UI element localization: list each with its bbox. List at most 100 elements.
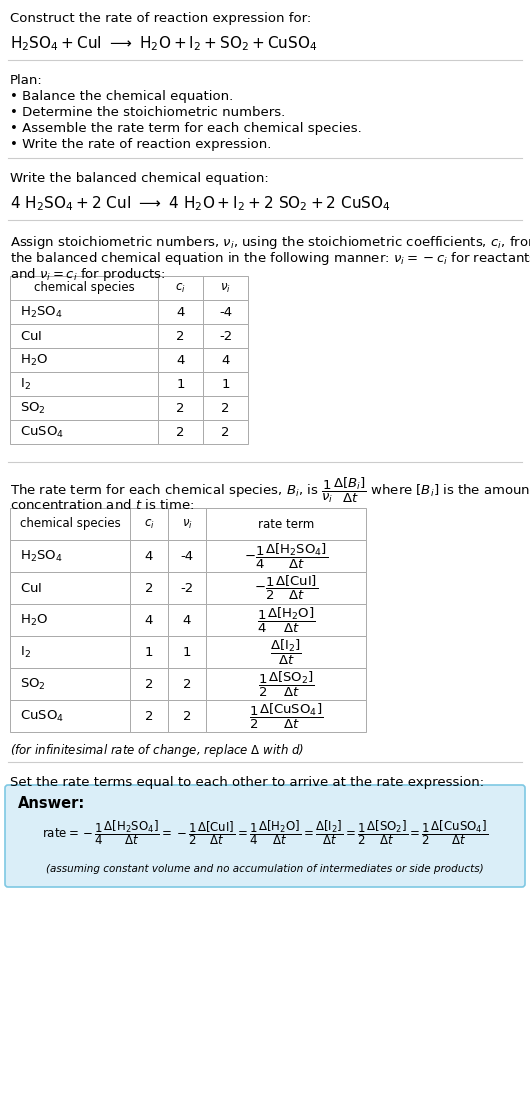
Bar: [168, 604, 206, 636]
Bar: [206, 540, 366, 572]
FancyBboxPatch shape: [5, 785, 525, 887]
Text: $\dfrac{1}{4}\dfrac{\Delta[\mathrm{H_2O}]}{\Delta t}$: $\dfrac{1}{4}\dfrac{\Delta[\mathrm{H_2O}…: [257, 605, 315, 635]
Text: $\mathrm{H_2O}$: $\mathrm{H_2O}$: [20, 613, 48, 627]
Text: (for infinitesimal rate of change, replace $\Delta$ with $d$): (for infinitesimal rate of change, repla…: [10, 742, 304, 759]
Text: -2: -2: [180, 582, 193, 595]
Text: 2: 2: [221, 426, 229, 438]
Text: 4: 4: [183, 614, 191, 626]
Text: $-\dfrac{1}{2}\dfrac{\Delta[\mathrm{CuI}]}{\Delta t}$: $-\dfrac{1}{2}\dfrac{\Delta[\mathrm{CuI}…: [254, 574, 318, 602]
Bar: [203, 420, 248, 444]
Bar: [10, 373, 158, 396]
Text: $\nu_i$: $\nu_i$: [220, 281, 231, 295]
Text: $\mathrm{CuI}$: $\mathrm{CuI}$: [20, 582, 42, 595]
Text: 2: 2: [176, 329, 185, 342]
Text: chemical species: chemical species: [33, 281, 135, 295]
Text: 2: 2: [145, 709, 153, 723]
Bar: [10, 276, 158, 300]
Bar: [10, 699, 130, 732]
Bar: [10, 540, 130, 572]
Bar: [203, 276, 248, 300]
Bar: [203, 324, 248, 348]
Text: • Determine the stoichiometric numbers.: • Determine the stoichiometric numbers.: [10, 106, 285, 119]
Text: $\mathrm{H_2SO_4}$: $\mathrm{H_2SO_4}$: [20, 548, 63, 564]
Text: • Balance the chemical equation.: • Balance the chemical equation.: [10, 90, 233, 103]
Text: -4: -4: [219, 306, 232, 318]
Text: 4: 4: [145, 614, 153, 626]
Text: 4: 4: [145, 549, 153, 563]
Text: concentration and $t$ is time:: concentration and $t$ is time:: [10, 498, 194, 512]
Bar: [206, 699, 366, 732]
Text: Assign stoichiometric numbers, $\nu_i$, using the stoichiometric coefficients, $: Assign stoichiometric numbers, $\nu_i$, …: [10, 234, 530, 251]
Bar: [206, 508, 366, 540]
Text: 2: 2: [176, 426, 185, 438]
Bar: [10, 300, 158, 324]
Bar: [10, 396, 158, 420]
Bar: [203, 396, 248, 420]
Bar: [10, 668, 130, 699]
Text: $\mathrm{CuI}$: $\mathrm{CuI}$: [20, 329, 42, 342]
Text: $\mathrm{H_2SO_4 + CuI\ \longrightarrow\ H_2O + I_2 + SO_2 + CuSO_4}$: $\mathrm{H_2SO_4 + CuI\ \longrightarrow\…: [10, 34, 317, 52]
Text: $\mathrm{H_2SO_4}$: $\mathrm{H_2SO_4}$: [20, 305, 63, 319]
Bar: [168, 668, 206, 699]
Text: the balanced chemical equation in the following manner: $\nu_i = -c_i$ for react: the balanced chemical equation in the fo…: [10, 250, 530, 267]
Text: $\mathrm{SO_2}$: $\mathrm{SO_2}$: [20, 400, 46, 416]
Text: $\dfrac{\Delta[\mathrm{I_2}]}{\Delta t}$: $\dfrac{\Delta[\mathrm{I_2}]}{\Delta t}$: [270, 637, 302, 666]
Bar: [158, 324, 203, 348]
Text: (assuming constant volume and no accumulation of intermediates or side products): (assuming constant volume and no accumul…: [46, 864, 484, 874]
Bar: [130, 572, 168, 604]
Text: $\nu_i$: $\nu_i$: [182, 517, 192, 530]
Bar: [130, 508, 168, 540]
Text: $c_i$: $c_i$: [175, 281, 186, 295]
Text: 2: 2: [183, 677, 191, 691]
Bar: [168, 540, 206, 572]
Bar: [10, 604, 130, 636]
Text: rate term: rate term: [258, 517, 314, 530]
Text: Construct the rate of reaction expression for:: Construct the rate of reaction expressio…: [10, 12, 311, 24]
Bar: [158, 373, 203, 396]
Text: • Write the rate of reaction expression.: • Write the rate of reaction expression.: [10, 138, 271, 151]
Text: $\dfrac{1}{2}\dfrac{\Delta[\mathrm{CuSO_4}]}{\Delta t}$: $\dfrac{1}{2}\dfrac{\Delta[\mathrm{CuSO_…: [249, 702, 323, 731]
Bar: [10, 636, 130, 668]
Text: -4: -4: [180, 549, 193, 563]
Text: $\mathrm{CuSO_4}$: $\mathrm{CuSO_4}$: [20, 708, 64, 724]
Bar: [130, 540, 168, 572]
Text: 2: 2: [145, 582, 153, 595]
Bar: [203, 348, 248, 373]
Bar: [203, 373, 248, 396]
Text: $\dfrac{1}{2}\dfrac{\Delta[\mathrm{SO_2}]}{\Delta t}$: $\dfrac{1}{2}\dfrac{\Delta[\mathrm{SO_2}…: [258, 669, 314, 698]
Text: 2: 2: [183, 709, 191, 723]
Text: Set the rate terms equal to each other to arrive at the rate expression:: Set the rate terms equal to each other t…: [10, 776, 484, 790]
Text: 1: 1: [183, 645, 191, 658]
Bar: [206, 636, 366, 668]
Bar: [158, 348, 203, 373]
Bar: [158, 396, 203, 420]
Bar: [206, 604, 366, 636]
Text: 2: 2: [145, 677, 153, 691]
Bar: [10, 348, 158, 373]
Bar: [10, 572, 130, 604]
Text: $\mathrm{CuSO_4}$: $\mathrm{CuSO_4}$: [20, 425, 64, 439]
Bar: [10, 420, 158, 444]
Text: -2: -2: [219, 329, 232, 342]
Bar: [168, 572, 206, 604]
Text: $\mathrm{4\ H_2SO_4 + 2\ CuI\ \longrightarrow\ 4\ H_2O + I_2 + 2\ SO_2 + 2\ CuSO: $\mathrm{4\ H_2SO_4 + 2\ CuI\ \longright…: [10, 193, 391, 212]
Text: $-\dfrac{1}{4}\dfrac{\Delta[\mathrm{H_2SO_4}]}{\Delta t}$: $-\dfrac{1}{4}\dfrac{\Delta[\mathrm{H_2S…: [244, 542, 328, 570]
Bar: [158, 420, 203, 444]
Bar: [158, 300, 203, 324]
Text: 1: 1: [176, 377, 185, 390]
Text: $\mathrm{I_2}$: $\mathrm{I_2}$: [20, 645, 31, 659]
Text: 4: 4: [176, 306, 184, 318]
Text: $\mathrm{rate} = -\dfrac{1}{4}\dfrac{\Delta[\mathrm{H_2SO_4}]}{\Delta t} = -\dfr: $\mathrm{rate} = -\dfrac{1}{4}\dfrac{\De…: [42, 818, 488, 847]
Text: 2: 2: [176, 401, 185, 415]
Text: chemical species: chemical species: [20, 517, 120, 530]
Text: 4: 4: [222, 354, 229, 367]
Text: Plan:: Plan:: [10, 75, 43, 87]
Text: Write the balanced chemical equation:: Write the balanced chemical equation:: [10, 172, 269, 185]
Text: $\mathrm{I_2}$: $\mathrm{I_2}$: [20, 377, 31, 391]
Text: 4: 4: [176, 354, 184, 367]
Bar: [130, 636, 168, 668]
Bar: [168, 699, 206, 732]
Bar: [10, 324, 158, 348]
Bar: [10, 508, 130, 540]
Bar: [158, 276, 203, 300]
